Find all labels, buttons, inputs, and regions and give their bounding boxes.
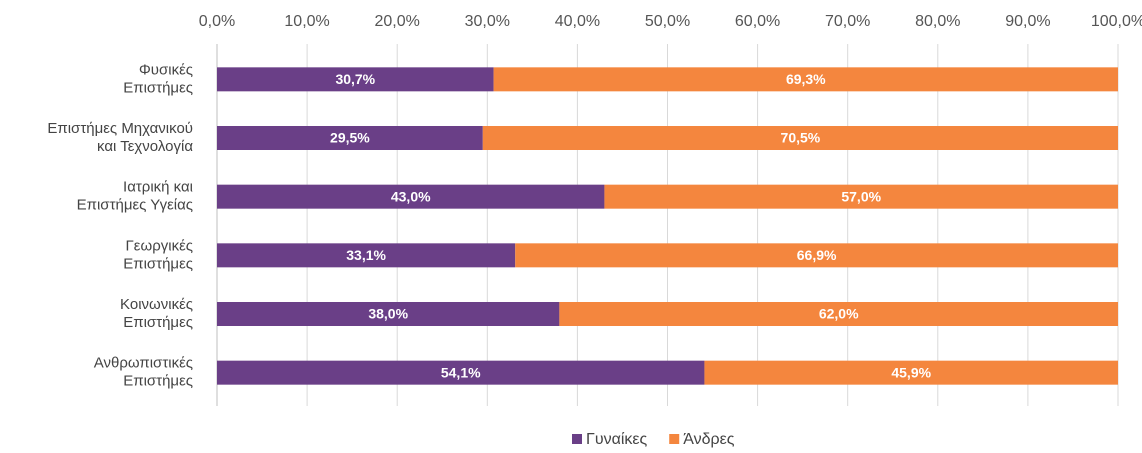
- x-tick-label: 30,0%: [465, 13, 510, 30]
- x-tick-label: 10,0%: [284, 13, 329, 30]
- y-tick-label: Ανθρωπιστικές: [94, 355, 193, 372]
- x-tick-label: 90,0%: [1005, 13, 1050, 30]
- legend-label: Γυναίκες: [586, 431, 648, 448]
- bar-segment: [217, 67, 494, 92]
- y-tick-label: Φυσικές: [139, 61, 193, 78]
- x-tick-label: 20,0%: [375, 13, 420, 30]
- bar-segment: [217, 302, 560, 326]
- x-tick-label: 0,0%: [199, 13, 235, 30]
- x-tick-label: 100,0%: [1091, 13, 1142, 30]
- y-tick-label: Επιστήμες: [123, 314, 193, 331]
- data-label: 66,9%: [797, 247, 837, 263]
- data-label: 38,0%: [368, 306, 408, 322]
- y-tick-label: Επιστήμες: [123, 79, 193, 96]
- bar-segment: [217, 243, 516, 268]
- bar-segment: [217, 184, 605, 209]
- bar-segment: [217, 126, 483, 150]
- bar-segment: [559, 302, 1118, 326]
- x-tick-label: 50,0%: [645, 13, 690, 30]
- legend-label: Άνδρες: [683, 431, 735, 448]
- bar-segment: [604, 184, 1118, 209]
- x-tick-label: 60,0%: [735, 13, 780, 30]
- data-label: 45,9%: [891, 364, 931, 380]
- data-label: 33,1%: [346, 247, 386, 263]
- bar-segment: [515, 243, 1118, 268]
- x-tick-label: 40,0%: [555, 13, 600, 30]
- bar-segment: [482, 126, 1118, 150]
- y-tick-label: Γεωργικές: [126, 237, 193, 254]
- data-label: 30,7%: [335, 71, 375, 87]
- bar-segment: [704, 360, 1118, 385]
- y-tick-label: και Τεχνολογία: [97, 138, 193, 155]
- legend-swatch: [572, 434, 582, 444]
- y-tick-label: Επιστήμες: [123, 373, 193, 390]
- y-tick-label: Επιστήμες Υγείας: [77, 197, 193, 214]
- data-label: 29,5%: [330, 130, 370, 146]
- data-label: 62,0%: [819, 306, 859, 322]
- data-label: 43,0%: [391, 188, 431, 204]
- data-label: 57,0%: [841, 188, 881, 204]
- data-label: 70,5%: [781, 130, 821, 146]
- bar-segment: [493, 67, 1118, 92]
- bar-segment: [217, 360, 705, 385]
- legend-swatch: [669, 434, 680, 444]
- y-tick-label: Κοινωνικές: [120, 296, 193, 313]
- y-tick-label: Ιατρική και: [123, 179, 193, 196]
- data-label: 54,1%: [441, 364, 481, 380]
- y-tick-label: Επιστήμες: [123, 255, 193, 272]
- data-label: 69,3%: [786, 71, 826, 87]
- y-tick-label: Επιστήμες Μηχανικού: [47, 120, 193, 137]
- x-tick-label: 70,0%: [825, 13, 870, 30]
- x-tick-label: 80,0%: [915, 13, 960, 30]
